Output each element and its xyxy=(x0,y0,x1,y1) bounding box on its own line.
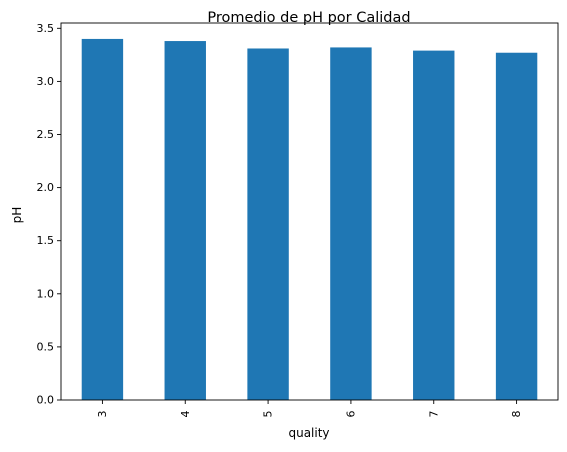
y-axis: 0.0 0.5 1.0 1.5 2.0 2.5 3.0 3.5 xyxy=(37,22,61,407)
x-tick-label-5: 5 xyxy=(262,411,275,418)
y-tick-label-3.0: 3.0 xyxy=(37,75,55,88)
bar-3 xyxy=(81,38,124,401)
chart-title: Promedio de pH por Calidad xyxy=(207,10,410,26)
y-tick-label-0.0: 0.0 xyxy=(37,394,55,407)
bar-7 xyxy=(413,50,455,400)
y-tick-label-2.5: 2.5 xyxy=(37,128,55,141)
y-tick-label-2.0: 2.0 xyxy=(37,181,55,194)
bar-5 xyxy=(247,48,289,400)
plot-frame xyxy=(60,22,559,401)
x-tick-label-7: 7 xyxy=(427,411,440,418)
bar-8 xyxy=(495,52,538,401)
bar-6 xyxy=(330,47,372,400)
y-axis-label: pH xyxy=(10,207,24,224)
y-tick-label-1.5: 1.5 xyxy=(37,234,55,247)
y-tick-label-1.0: 1.0 xyxy=(37,287,55,300)
x-tick-label-3: 3 xyxy=(96,411,109,418)
x-axis-label: quality xyxy=(288,426,329,440)
y-tick-label-0.5: 0.5 xyxy=(37,340,55,353)
x-axis: 3 4 5 6 7 8 xyxy=(96,400,523,418)
y-tick-label-3.5: 3.5 xyxy=(37,22,55,35)
bar-group xyxy=(81,38,538,401)
x-tick-label-6: 6 xyxy=(344,411,357,418)
x-tick-label-4: 4 xyxy=(179,411,192,418)
bar-4 xyxy=(164,41,206,400)
x-tick-label-8: 8 xyxy=(510,411,523,418)
